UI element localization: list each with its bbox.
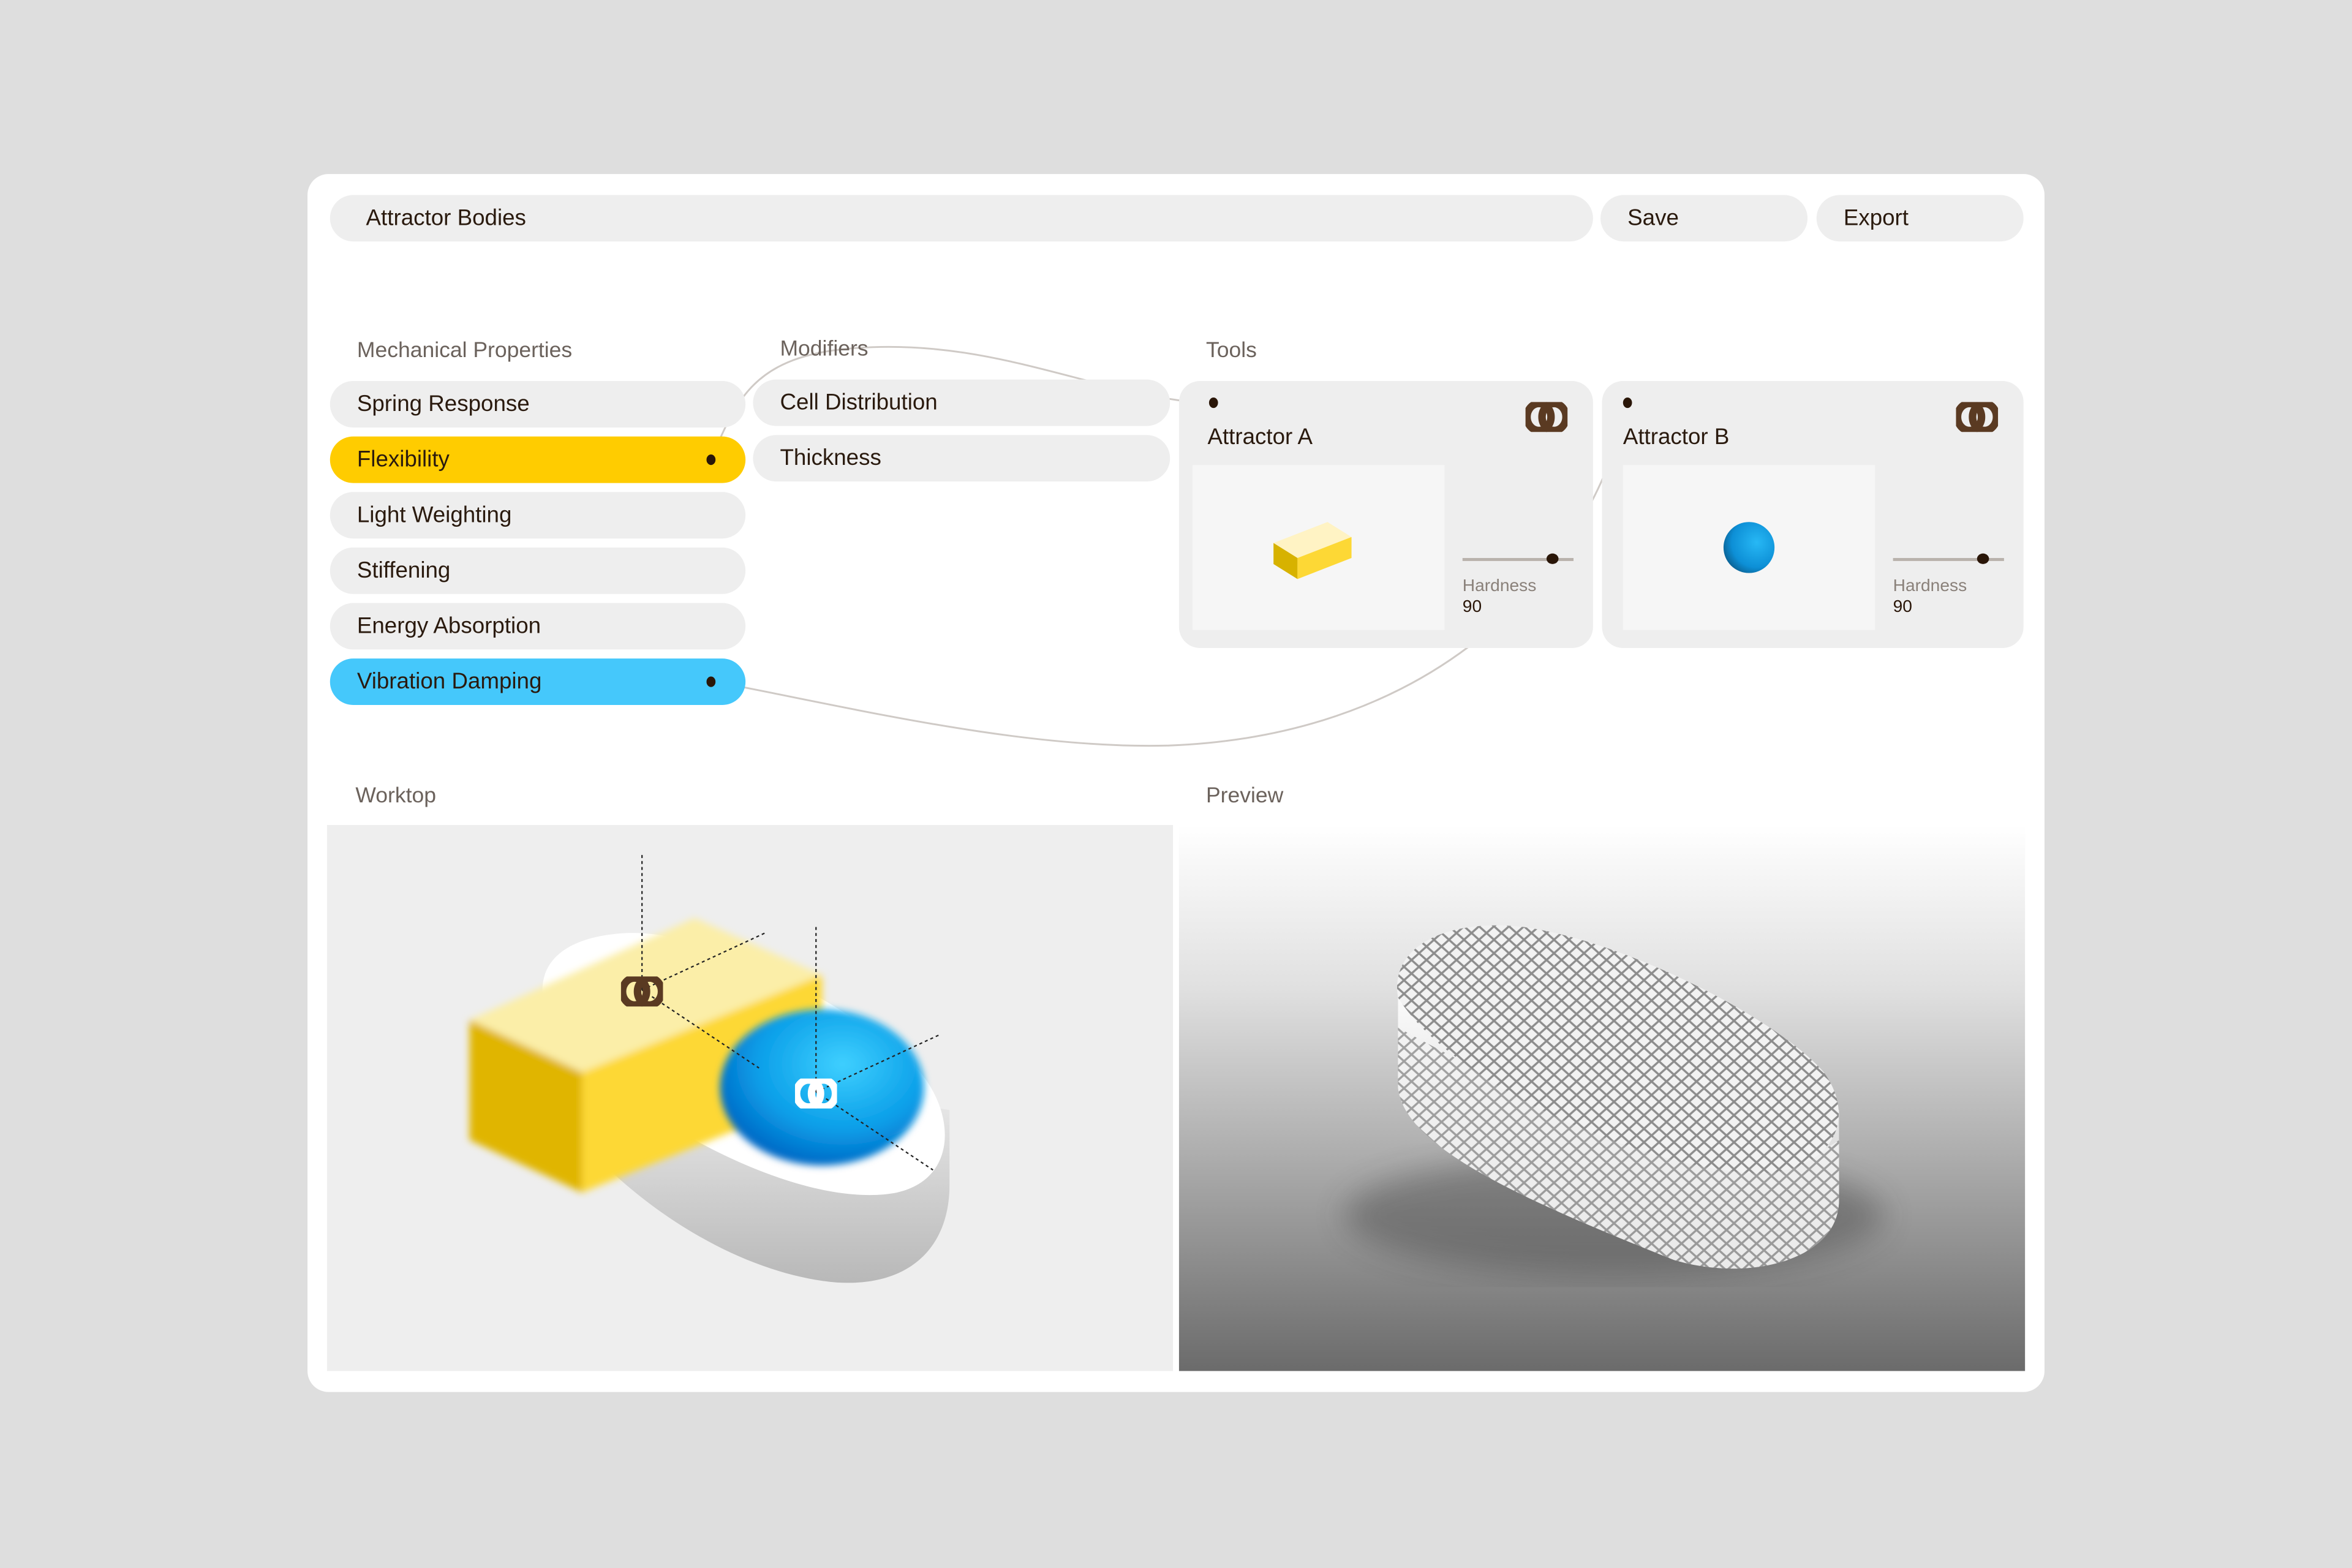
modifier-cell-distribution[interactable]: Cell Distribution [753,379,1170,426]
property-flexibility[interactable]: Flexibility [330,436,746,483]
preview-heading: Preview [1205,784,1284,809]
slider-knob[interactable] [1546,553,1559,564]
blue-sphere-shape [1723,522,1775,573]
hardness-slider[interactable] [1893,558,2004,560]
param-value: 90 [1893,598,1912,617]
tool-name: Attractor B [1623,424,1730,450]
property-energy-absorption[interactable]: Energy Absorption [330,603,746,650]
yellow-box-shape [1273,522,1352,579]
attractor-b-handle-icon [794,1078,837,1109]
axis-arrows [641,852,940,1171]
export-button[interactable]: Export [1816,195,2024,242]
lattice-render [1344,925,1884,1275]
hardness-slider[interactable] [1462,558,1574,560]
property-label: Flexibility [356,447,450,473]
worktop-viewport[interactable] [326,824,1174,1371]
connector-dot[interactable] [1208,397,1218,409]
param-label: Hardness [1462,577,1537,596]
connector-dot[interactable] [706,676,716,687]
tool-name: Attractor A [1207,424,1313,450]
property-stiffening[interactable]: Stiffening [330,547,746,594]
worktop-scene [469,852,950,1283]
property-light-weighting[interactable]: Light Weighting [330,492,746,539]
property-spring-response[interactable]: Spring Response [330,381,746,428]
tool-preview [1623,465,1875,630]
attractor-icon [1956,402,1999,432]
property-label: Vibration Damping [356,669,542,695]
modifiers-heading: Modifiers [780,337,869,362]
attractor-a-handle-icon [620,976,663,1007]
param-value: 90 [1462,598,1482,617]
mechanical-properties-heading: Mechanical Properties [356,339,573,363]
param-label: Hardness [1893,577,1967,596]
connector-dot[interactable] [1623,397,1632,409]
tool-preview [1192,465,1445,630]
slider-knob[interactable] [1977,553,1989,564]
preview-viewport[interactable] [1178,824,2026,1371]
modifier-thickness[interactable]: Thickness [753,435,1170,482]
tools-heading: Tools [1205,339,1257,363]
lattice-top [1397,925,1839,1174]
worktop-heading: Worktop [355,784,437,809]
tool-card-attractor-a[interactable]: Attractor A Hardness 90 [1178,381,1593,648]
attractor-icon [1525,402,1568,432]
property-vibration-damping[interactable]: Vibration Damping [330,658,746,706]
connector-dot[interactable] [706,454,716,466]
title-field[interactable]: Attractor Bodies [330,195,1593,242]
save-button[interactable]: Save [1600,195,1808,242]
tool-card-attractor-b[interactable]: Attractor B Hardness 90 [1602,381,2024,648]
